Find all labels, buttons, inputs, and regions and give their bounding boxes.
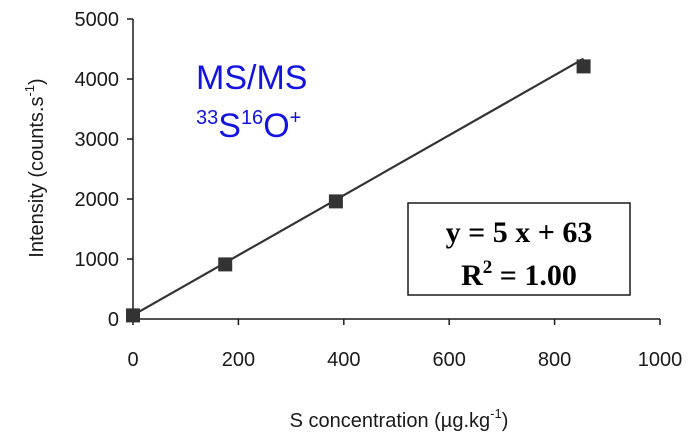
x-ticks: 0 200 400 600 800 1000: [127, 319, 682, 371]
x-tick-label: 600: [433, 349, 466, 371]
y-tick-label: 5000: [75, 9, 120, 31]
y-tick-label: 1000: [75, 249, 120, 271]
x-tick-label: 200: [222, 349, 255, 371]
y-axis-title: Intensity (counts.s-1): [22, 78, 48, 257]
ion-annotation: 33S16O+: [196, 107, 301, 145]
x-tick-label: 1000: [638, 349, 683, 371]
y-tick-label: 2000: [75, 189, 120, 211]
data-point: [126, 308, 140, 323]
data-point: [218, 257, 233, 272]
data-points: [126, 59, 591, 323]
equation-box: y = 5 x + 63 R2 = 1.00: [407, 202, 631, 296]
axes: [132, 19, 660, 320]
trendline: [132, 57, 585, 317]
y-tick-label: 0: [108, 309, 119, 331]
x-tick-label: 0: [127, 349, 138, 371]
data-point: [576, 59, 591, 74]
data-point: [328, 194, 343, 209]
y-tick-label: 4000: [75, 69, 120, 91]
x-tick-label: 400: [327, 349, 360, 371]
equation-box-frame: [407, 202, 631, 296]
trendline-group: [132, 57, 585, 317]
equation-text: y = 5 x + 63: [446, 216, 593, 249]
mode-annotation: MS/MS: [196, 59, 307, 97]
y-tick-label: 3000: [75, 129, 120, 151]
x-tick-label: 800: [538, 349, 571, 371]
r-squared-text: R2 = 1.00: [461, 257, 577, 292]
x-axis-title: S concentration (µg.kg-1): [290, 406, 509, 432]
y-ticks: 0 1000 2000 3000 4000 5000: [75, 9, 133, 331]
